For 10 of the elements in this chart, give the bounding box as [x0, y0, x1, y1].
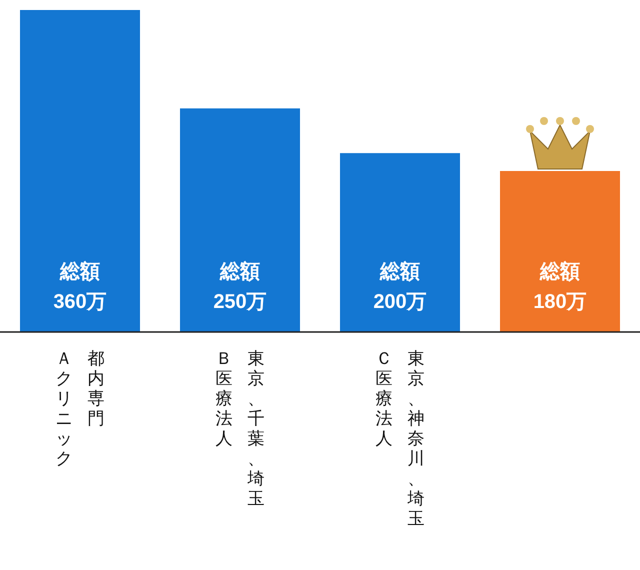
text: 都内専門 [88, 349, 104, 428]
data-label: 総額 200万 [373, 260, 427, 313]
x-tick-label: Ｃ医療法人 [376, 349, 392, 448]
data-label: 総額 360万 [53, 260, 107, 313]
data-label: 総額 180万 [533, 260, 587, 313]
x-tick-label: Ｂ医療法人 [216, 349, 232, 448]
text: 東京、千葉、埼玉 [246, 349, 264, 508]
text: 東京、神奈川、埼玉 [408, 349, 424, 528]
x-tick-label: Ａクリニック [56, 349, 72, 468]
data-label: 総額 250万 [213, 260, 267, 313]
